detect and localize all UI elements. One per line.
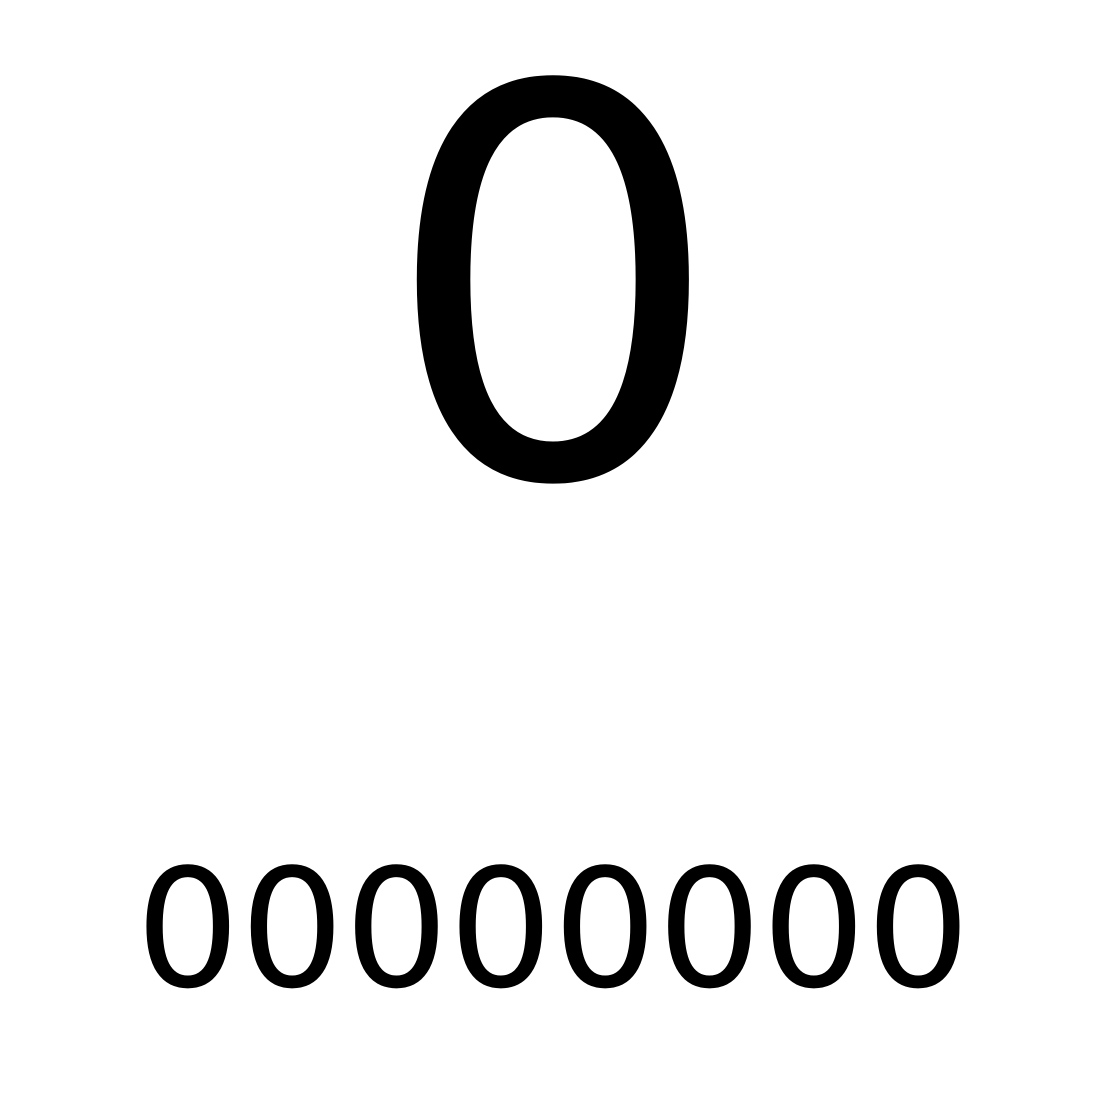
sub-value-text: 00000000 xyxy=(135,834,971,1025)
main-value-text: 0 xyxy=(381,0,725,604)
